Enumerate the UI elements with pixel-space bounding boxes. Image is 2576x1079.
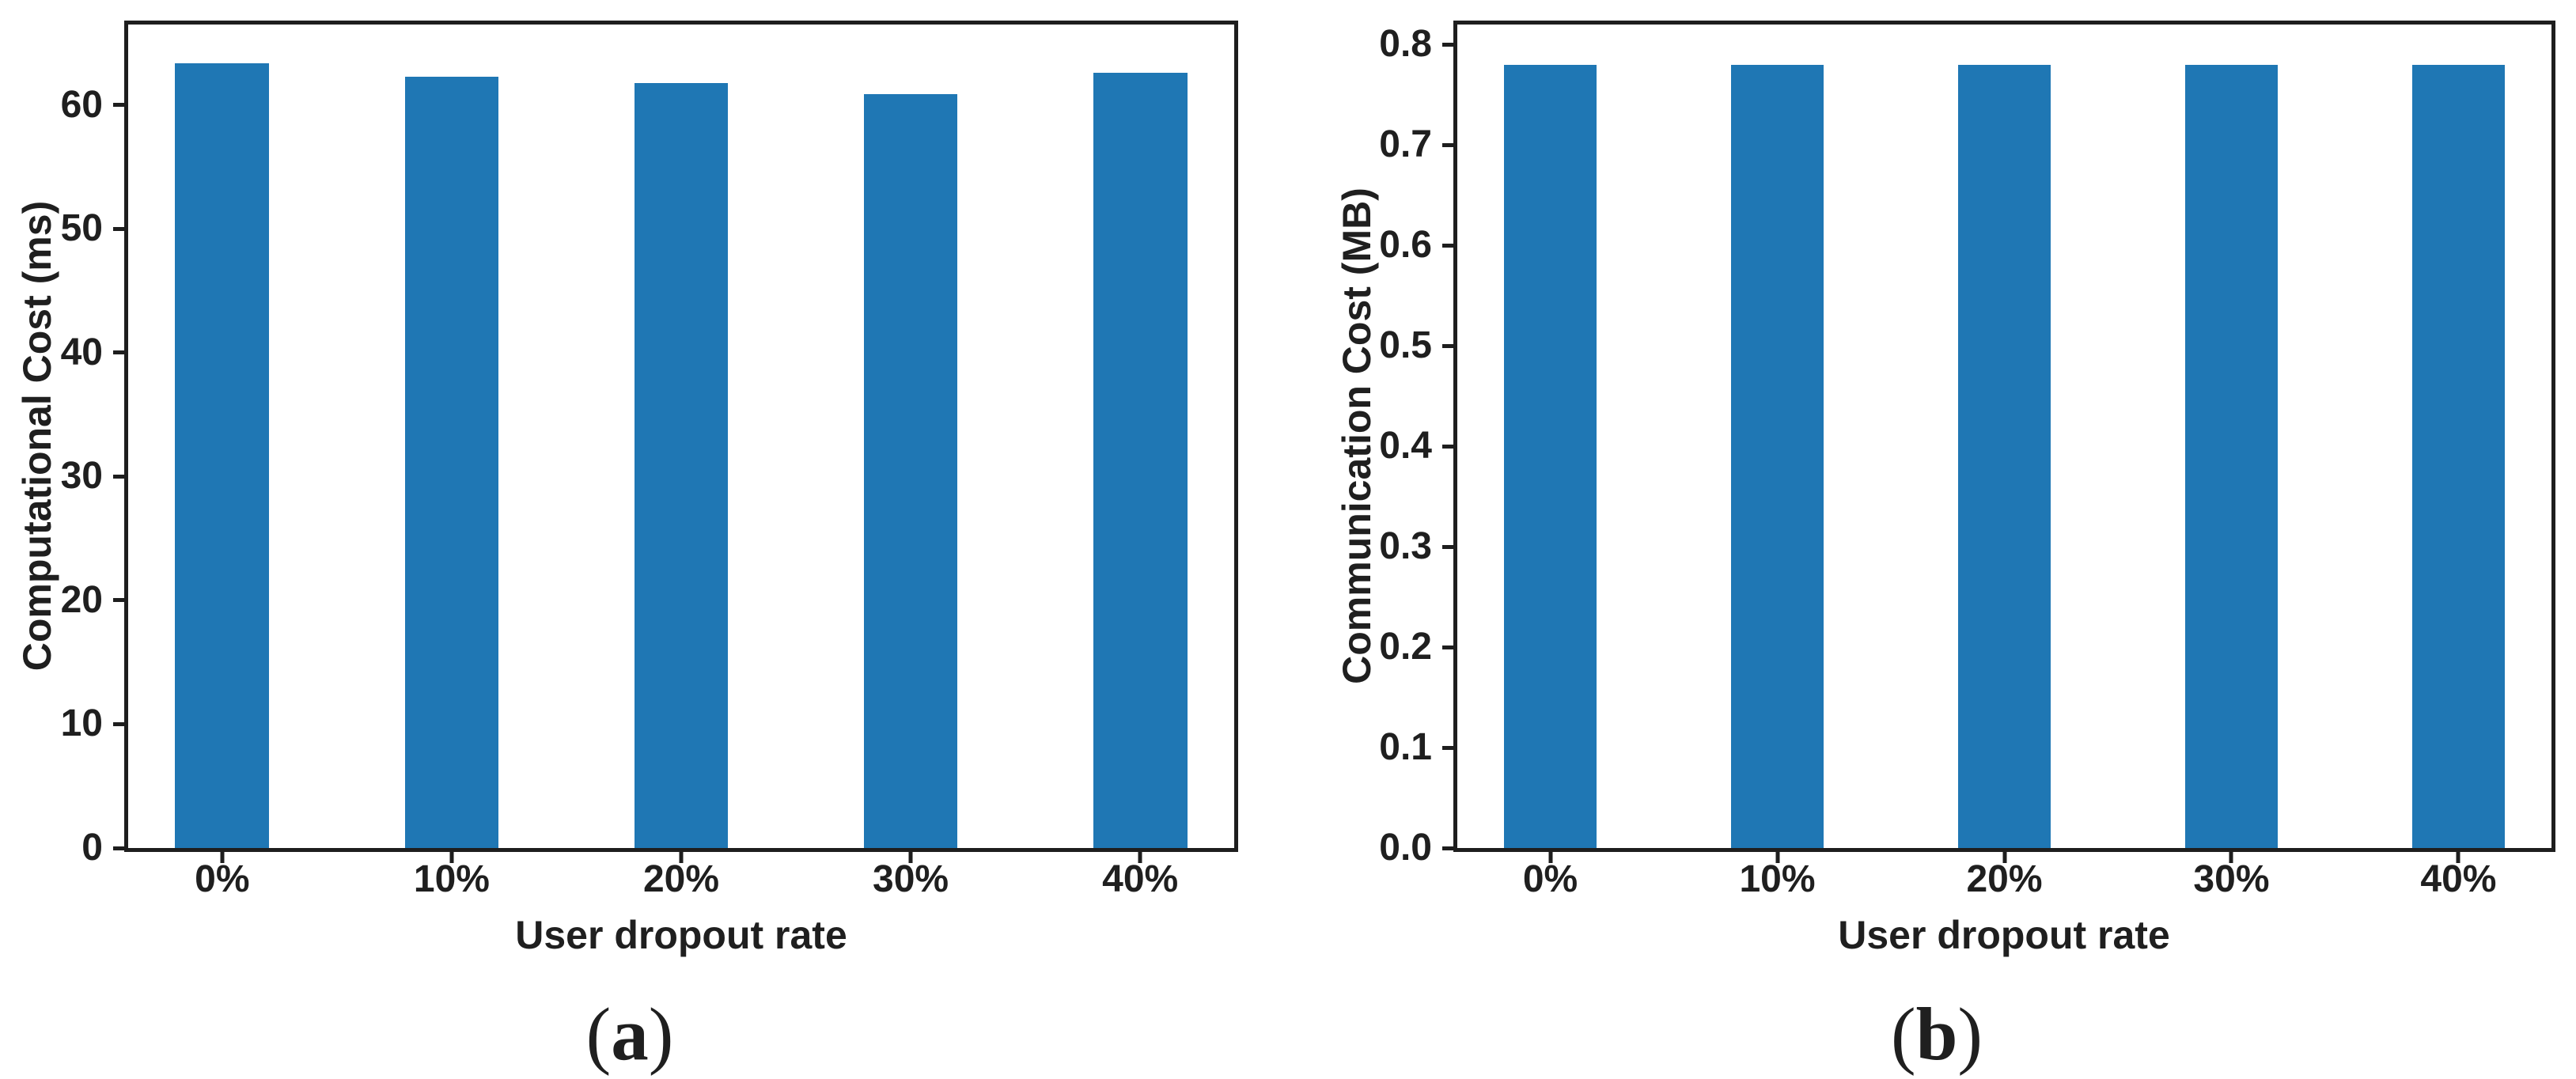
caption-open-paren: ( xyxy=(585,992,612,1077)
y-tick-label: 0.4 xyxy=(1379,425,1432,468)
y-tick-label: 0.1 xyxy=(1379,726,1432,769)
x-tick-label: 30% xyxy=(2193,858,2270,900)
y-tick-label: 60 xyxy=(60,83,103,126)
x-tick-label: 10% xyxy=(413,858,490,900)
x-axis-title-b: User dropout rate xyxy=(1838,913,2170,957)
y-tick-label: 0.7 xyxy=(1379,123,1432,166)
y-tick-mark xyxy=(1442,343,1453,348)
y-tick-mark xyxy=(1442,745,1453,750)
y-tick-mark xyxy=(1442,142,1453,147)
y-tick-label: 0.8 xyxy=(1379,23,1432,66)
caption-close-paren: ) xyxy=(648,992,674,1077)
x-tick-mark xyxy=(2456,852,2460,863)
subfigure-label-a: (a) xyxy=(586,997,674,1073)
y-tick-label: 10 xyxy=(60,702,103,745)
y-tick-label: 0.2 xyxy=(1379,626,1432,668)
subfigure-label-b: (b) xyxy=(1891,997,1983,1073)
x-tick-mark xyxy=(1775,852,1780,863)
caption-letter: b xyxy=(1915,992,1958,1077)
x-tick-label: 30% xyxy=(873,858,949,900)
x-tick-mark xyxy=(449,852,454,863)
caption-close-paren: ) xyxy=(1957,992,1983,1077)
y-tick-label: 50 xyxy=(60,207,103,250)
y-tick-mark xyxy=(113,103,124,108)
y-tick-mark xyxy=(1442,645,1453,649)
y-tick-label: 0.0 xyxy=(1379,827,1432,869)
y-tick-mark xyxy=(1442,243,1453,248)
y-tick-label: 30 xyxy=(60,455,103,498)
x-tick-label: 10% xyxy=(1739,858,1816,900)
x-tick-label: 20% xyxy=(1966,858,2043,900)
bar-0% xyxy=(1503,64,1597,848)
y-tick-label: 0.5 xyxy=(1379,324,1432,367)
y-axis-title-a: Computational Cost (ms) xyxy=(15,200,59,672)
y-tick-mark xyxy=(113,846,124,850)
x-tick-mark xyxy=(908,852,913,863)
x-tick-mark xyxy=(679,852,684,863)
x-tick-mark xyxy=(1138,852,1142,863)
plot-area-a: 0 10 20 30 40 50 60 0% 10% 20% 30% 40% xyxy=(61,21,1238,899)
bar-10% xyxy=(404,76,499,848)
x-tick-mark xyxy=(1548,852,1553,863)
y-tick-mark xyxy=(1442,444,1453,449)
bar-10% xyxy=(1730,64,1824,848)
y-tick-mark xyxy=(1442,846,1453,850)
x-tick-label: 40% xyxy=(2420,858,2497,900)
bar-20% xyxy=(1957,64,2051,848)
y-tick-label: 0.6 xyxy=(1379,224,1432,267)
y-tick-mark xyxy=(1442,42,1453,47)
x-axis-title-a: User dropout rate xyxy=(515,913,847,957)
x-tick-label: 20% xyxy=(642,858,720,900)
bar-20% xyxy=(634,82,729,848)
y-tick-label: 0 xyxy=(81,827,103,869)
y-tick-label: 40 xyxy=(60,331,103,373)
x-tick-mark xyxy=(2002,852,2006,863)
bar-40% xyxy=(2411,64,2506,848)
y-tick-label: 0.3 xyxy=(1379,525,1432,568)
caption-letter: a xyxy=(611,992,649,1077)
y-tick-mark xyxy=(113,721,124,726)
x-tick-mark xyxy=(220,852,225,863)
bar-0% xyxy=(175,62,270,848)
bar-30% xyxy=(863,93,958,848)
y-tick-mark xyxy=(113,350,124,355)
y-tick-label: 20 xyxy=(60,578,103,621)
caption-open-paren: ( xyxy=(1890,992,1916,1077)
bar-30% xyxy=(2184,64,2279,848)
plot-area-b: 0.0 0.1 0.2 0.3 0.4 0.5 0.6 0.7 0.8 0% 10% 20% 30% 40… xyxy=(1379,21,2555,899)
y-tick-mark xyxy=(1442,544,1453,549)
y-tick-mark xyxy=(113,226,124,231)
x-tick-label: 0% xyxy=(195,858,250,900)
x-tick-label: 40% xyxy=(1102,858,1179,900)
x-tick-mark xyxy=(2229,852,2233,863)
y-tick-mark xyxy=(113,474,124,479)
x-tick-label: 0% xyxy=(1522,858,1578,900)
y-axis-title-b: Communication Cost (MB) xyxy=(1335,187,1379,684)
bar-40% xyxy=(1093,73,1188,848)
y-tick-mark xyxy=(113,598,124,603)
